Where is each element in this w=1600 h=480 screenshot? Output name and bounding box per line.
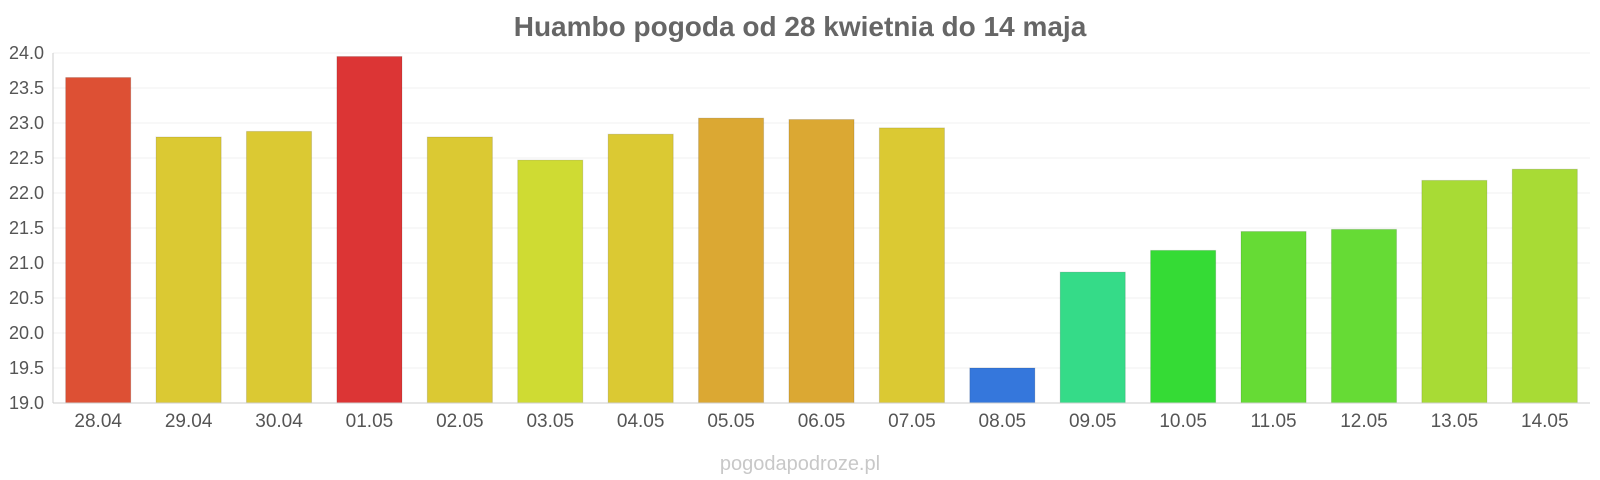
bar-12.05	[1330, 228, 1398, 404]
bar-01.05	[336, 56, 403, 404]
x-tick-label: 29.04	[165, 411, 213, 432]
x-tick-label: 03.05	[526, 411, 574, 432]
x-tick-label: 06.05	[798, 411, 846, 432]
y-tick-label: 21.0	[9, 253, 44, 273]
x-tick-label: 14.05	[1521, 411, 1569, 432]
bar-11.05	[1240, 231, 1307, 404]
y-tick-label: 20.5	[9, 288, 44, 308]
bars	[65, 56, 1578, 404]
y-tick-label: 21.5	[9, 218, 44, 238]
x-tick-label: 11.05	[1250, 411, 1296, 432]
bar-08.05	[969, 367, 1036, 404]
x-tick-label: 04.05	[617, 411, 665, 432]
y-tick-label: 19.5	[9, 358, 44, 378]
y-tick-label: 19.0	[9, 393, 44, 413]
y-tick-label: 24.0	[9, 43, 44, 63]
x-tick-label: 10.05	[1159, 411, 1207, 432]
bar-02.05	[426, 136, 493, 404]
y-tick-label: 22.0	[9, 183, 44, 203]
x-tick-label: 09.05	[1069, 411, 1117, 432]
x-tick-label: 28.04	[74, 411, 122, 432]
watermark: pogodapodroze.pl	[720, 453, 880, 475]
y-tick-label: 20.0	[9, 323, 44, 343]
x-tick-label: 30.04	[255, 411, 303, 432]
x-tick-label: 07.05	[888, 411, 936, 432]
y-tick-label: 23.0	[9, 113, 44, 133]
x-tick-label: 02.05	[436, 411, 484, 432]
x-tick-label: 12.05	[1340, 411, 1388, 432]
x-tick-label: 13.05	[1431, 411, 1479, 432]
y-tick-label: 22.5	[9, 148, 44, 168]
y-tick-label: 23.5	[9, 78, 44, 98]
x-axis-ticks: 28.04 29.04 30.04 01.05 02.05 03.05 04.05 05.05…	[74, 411, 1568, 432]
bar-05.05	[698, 117, 765, 404]
bar-13.05	[1421, 179, 1488, 404]
y-axis-ticks: 19.0 19.5 20.0 20.5 21.0 21.5 22.0 22.5 23.0 23.5…	[9, 43, 44, 413]
bar-14.05	[1511, 168, 1578, 404]
bar-28.04	[65, 77, 132, 404]
bar-10.05	[1150, 249, 1217, 404]
bar-07.05	[878, 127, 945, 404]
bar-09.05	[1059, 271, 1126, 404]
bar-06.05	[788, 119, 855, 404]
bar-30.04	[245, 130, 313, 404]
bar-04.05	[607, 133, 674, 404]
x-tick-label: 01.05	[346, 411, 394, 432]
x-tick-label: 08.05	[979, 411, 1027, 432]
bar-03.05	[517, 159, 584, 404]
x-tick-label: 05.05	[707, 411, 755, 432]
chart-title: Huambo pogoda od 28 kwietnia do 14 maja	[514, 11, 1087, 42]
bar-29.04	[155, 136, 222, 404]
